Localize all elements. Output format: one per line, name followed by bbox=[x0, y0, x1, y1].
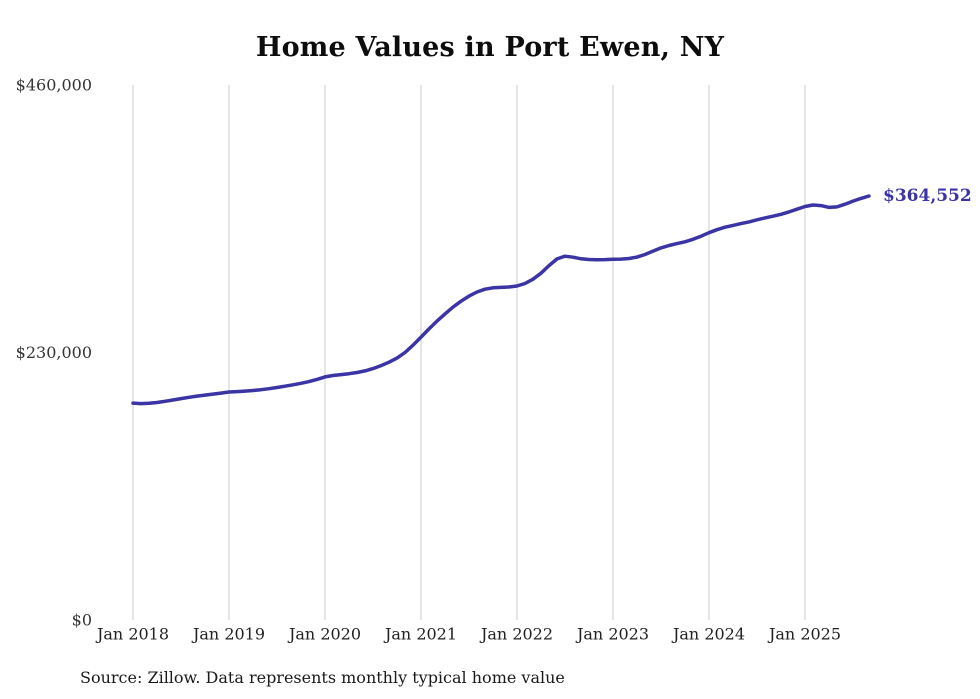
chart-title: Home Values in Port Ewen, NY bbox=[255, 32, 725, 63]
x-axis-label: Jan 2019 bbox=[191, 625, 265, 644]
x-axis-label: Jan 2025 bbox=[767, 625, 841, 644]
y-axis-label: $230,000 bbox=[16, 343, 92, 362]
source-note: Source: Zillow. Data represents monthly … bbox=[80, 668, 565, 687]
x-axis-label: Jan 2024 bbox=[671, 625, 745, 644]
x-axis-label: Jan 2018 bbox=[95, 625, 169, 644]
x-axis-label: Jan 2022 bbox=[479, 625, 553, 644]
x-axis-label: Jan 2023 bbox=[575, 625, 649, 644]
value-line bbox=[131, 194, 871, 406]
x-axis-label: Jan 2020 bbox=[287, 625, 361, 644]
x-axis-label: Jan 2021 bbox=[383, 625, 457, 644]
y-axis-label: $460,000 bbox=[16, 76, 92, 95]
end-value-label: $364,552 bbox=[883, 186, 972, 206]
y-axis-label: $0 bbox=[72, 611, 92, 630]
